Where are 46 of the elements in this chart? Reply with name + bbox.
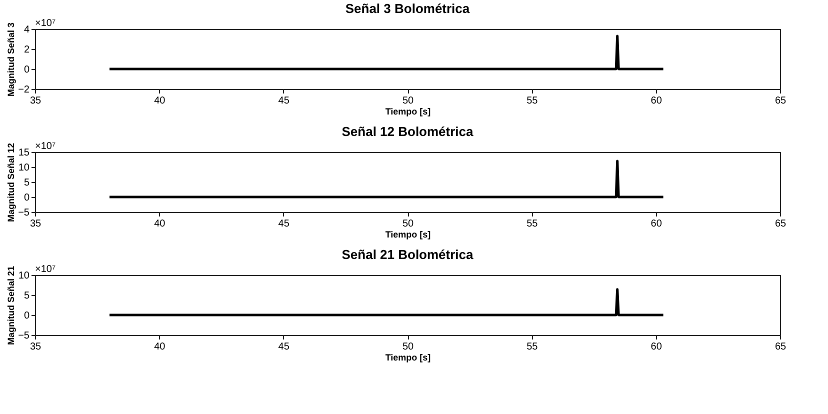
x-tick-label: 65: [774, 96, 786, 106]
x-tick-label: 55: [526, 96, 538, 106]
y-tick-label: 2: [24, 44, 30, 56]
x-tick-label: 50: [402, 96, 414, 106]
y-axis-title: Magnitud Señal 12: [6, 142, 16, 222]
y-tick-label: 0: [24, 310, 30, 322]
chart-title: Señal 3 Bolométrica: [345, 1, 470, 16]
x-tick-label: 45: [278, 218, 290, 230]
y-tick-label: 10: [18, 162, 30, 174]
x-axis-title: Tiempo [s]: [385, 106, 431, 116]
x-tick-label: 60: [650, 218, 662, 230]
x-tick-label: 45: [278, 342, 290, 352]
x-tick-label: 35: [30, 342, 42, 352]
y-tick-label: −5: [18, 330, 30, 342]
x-tick-label: 45: [278, 96, 290, 106]
y-tick-label: −5: [18, 208, 30, 218]
y-tick-label: 5: [24, 290, 30, 302]
x-tick-label: 60: [650, 96, 662, 106]
y-tick-label: 4: [24, 24, 30, 36]
y-tick-label: 0: [24, 192, 30, 204]
y-tick-label: 0: [24, 64, 30, 76]
y-tick-label: −2: [18, 84, 30, 96]
x-axis-title: Tiempo [s]: [385, 230, 431, 240]
x-tick-label: 65: [774, 218, 786, 230]
x-tick-label: 35: [30, 96, 42, 106]
x-tick-label: 40: [154, 218, 166, 230]
x-tick-label: 65: [774, 342, 786, 352]
chart-title: Señal 21 Bolométrica: [342, 247, 474, 262]
y-tick-label: 5: [24, 178, 30, 188]
x-tick-label: 50: [402, 342, 414, 352]
x-tick-label: 60: [650, 342, 662, 352]
x-tick-label: 50: [402, 218, 414, 230]
x-axis-title: Tiempo [s]: [385, 352, 431, 362]
y-axis-title: Magnitud Señal 3: [6, 22, 16, 97]
x-tick-label: 35: [30, 218, 42, 230]
y-axis-title: Magnitud Señal 21: [6, 266, 16, 346]
y-tick-label: 10: [18, 270, 30, 282]
x-tick-label: 40: [154, 96, 166, 106]
x-tick-label: 40: [154, 342, 166, 352]
x-tick-label: 55: [526, 218, 538, 230]
chart-title: Señal 12 Bolométrica: [342, 124, 474, 139]
x-tick-label: 55: [526, 342, 538, 352]
text: ×10⁷: [35, 18, 56, 29]
text: ×10⁷: [35, 141, 56, 152]
text: ×10⁷: [35, 264, 56, 275]
y-tick-label: 15: [18, 148, 30, 158]
